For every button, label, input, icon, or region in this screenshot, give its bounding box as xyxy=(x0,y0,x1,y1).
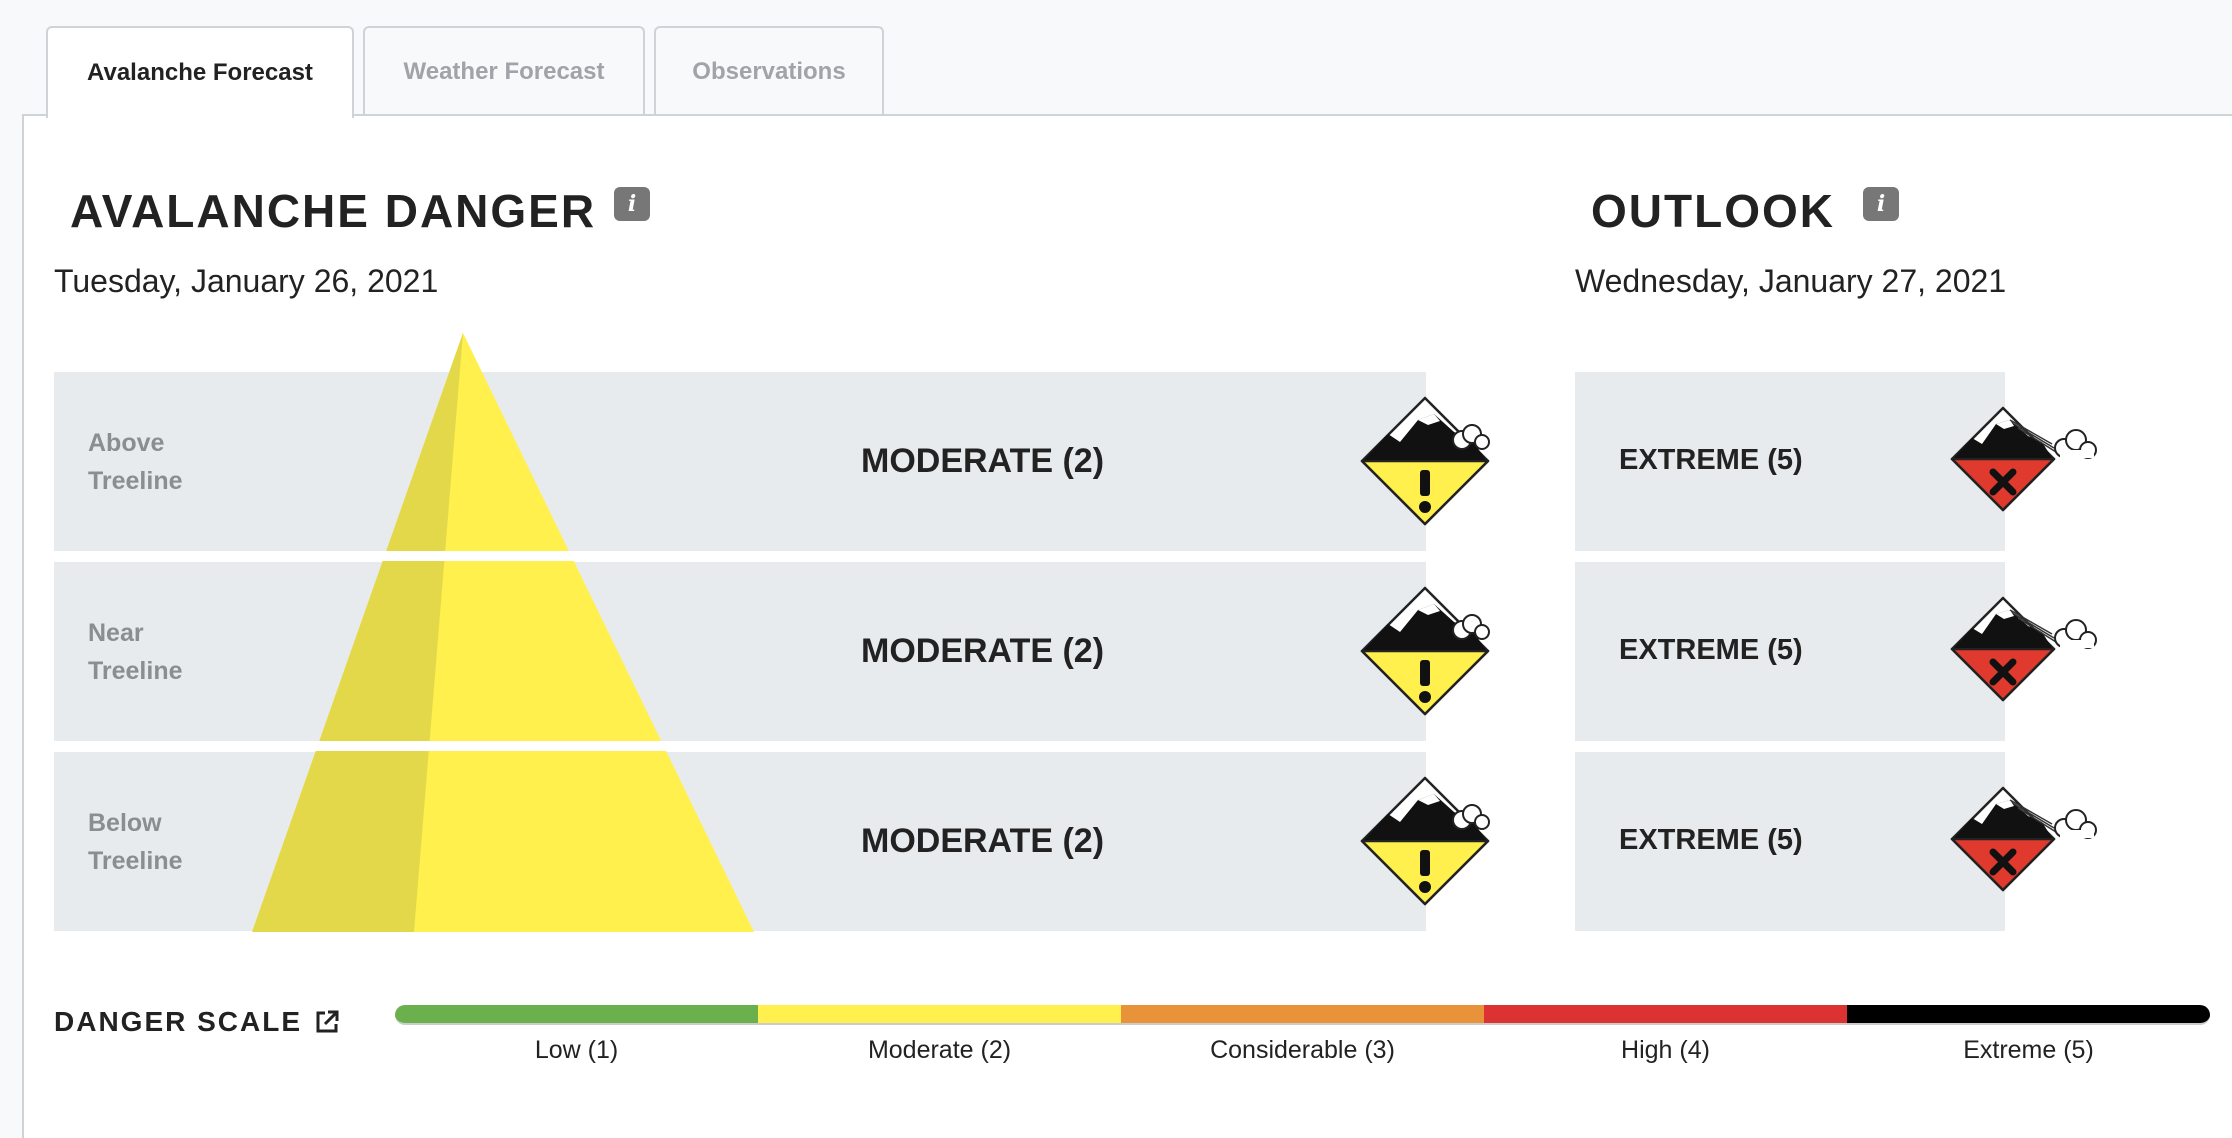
scale-label-considerable: Considerable (3) xyxy=(1210,1036,1395,1064)
tab-observations[interactable]: Observations xyxy=(654,26,884,116)
danger-row-near-treeline: Near Treeline MODERATE (2) xyxy=(54,562,1426,741)
moderate-danger-icon xyxy=(1360,776,1490,906)
tab-bar: Avalanche Forecast Weather Forecast Obse… xyxy=(0,0,2232,118)
pyramid-shaded-face xyxy=(252,333,463,932)
scale-label-high: High (4) xyxy=(1621,1036,1710,1064)
scale-segment-extreme xyxy=(1847,1005,2210,1023)
moderate-danger-icon xyxy=(1360,586,1490,716)
scale-segment-considerable xyxy=(1121,1005,1484,1023)
scale-segment-high xyxy=(1484,1005,1847,1023)
danger-title: AVALANCHE DANGER xyxy=(70,185,597,237)
outlook-row-near-treeline: EXTREME (5) xyxy=(1575,562,2005,741)
outlook-title: OUTLOOK xyxy=(1591,185,1835,237)
extreme-danger-icon xyxy=(1950,406,2097,512)
extreme-danger-icon xyxy=(1950,786,2097,892)
extreme-danger-icon xyxy=(1950,596,2097,702)
outlook-row-below-treeline: EXTREME (5) xyxy=(1575,752,2005,931)
elevation-label: Below Treeline xyxy=(88,809,183,875)
scale-label-extreme: Extreme (5) xyxy=(1963,1036,2094,1064)
danger-scale-labels: Low (1) Moderate (2) Considerable (3) Hi… xyxy=(395,1036,2210,1065)
danger-rating: MODERATE (2) xyxy=(861,442,1105,480)
scale-label-moderate: Moderate (2) xyxy=(867,1036,1012,1064)
outlook-rating: EXTREME (5) xyxy=(1619,444,1803,476)
scale-label-low: Low (1) xyxy=(534,1036,619,1064)
outlook-row-above-treeline: EXTREME (5) xyxy=(1575,372,2005,551)
danger-rating: MODERATE (2) xyxy=(861,632,1105,670)
tab-avalanche-forecast[interactable]: Avalanche Forecast xyxy=(46,26,354,118)
moderate-danger-icon xyxy=(1360,396,1490,526)
elevation-pyramid xyxy=(252,333,754,932)
scale-segment-low xyxy=(395,1005,758,1023)
outlook-rating: EXTREME (5) xyxy=(1619,824,1803,856)
elevation-label: Above Treeline xyxy=(88,429,183,495)
elevation-label: Near Treeline xyxy=(88,619,183,685)
danger-scale-bar xyxy=(395,1005,2210,1025)
outlook-info-icon[interactable]: i xyxy=(1863,187,1899,221)
outlook-rating: EXTREME (5) xyxy=(1619,634,1803,666)
danger-scale-link[interactable]: DANGER SCALE xyxy=(54,1006,340,1038)
outlook-date: Wednesday, January 27, 2021 xyxy=(1575,263,2007,299)
danger-date: Tuesday, January 26, 2021 xyxy=(54,263,439,299)
danger-info-icon[interactable]: i xyxy=(614,187,650,221)
danger-scale-title: DANGER SCALE xyxy=(54,1006,303,1037)
tab-weather-forecast[interactable]: Weather Forecast xyxy=(363,26,645,116)
external-link-icon xyxy=(316,1010,339,1033)
danger-rating: MODERATE (2) xyxy=(861,822,1105,860)
scale-segment-moderate xyxy=(758,1005,1121,1023)
danger-row-above-treeline: Above Treeline MODERATE (2) xyxy=(54,372,1426,551)
